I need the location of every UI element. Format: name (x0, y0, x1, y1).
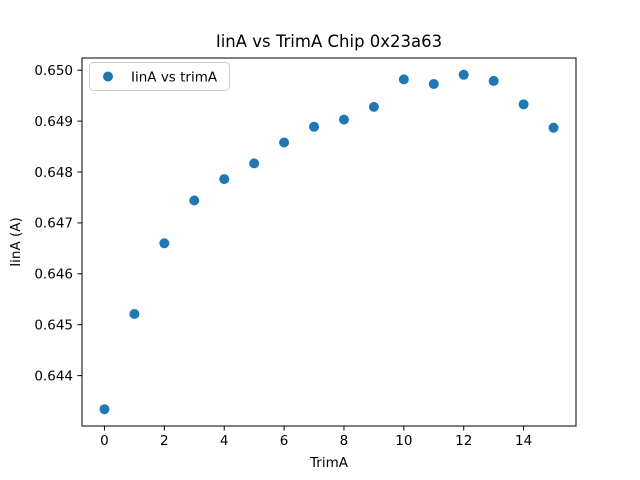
data-point (338, 114, 349, 125)
data-point (309, 121, 320, 132)
data-point (189, 195, 200, 206)
y-tick-label: 0.647 (34, 216, 73, 232)
x-axis-ticks: 0 2 4 6 8 10 12 14 (100, 426, 532, 449)
data-point (159, 238, 170, 249)
axes-frame (81, 57, 577, 427)
x-tick-label: 2 (160, 433, 169, 449)
x-tick-label: 0 (100, 433, 109, 449)
data-point (398, 74, 409, 85)
data-point (488, 75, 499, 86)
legend-marker-icon (103, 71, 113, 82)
data-point (518, 99, 529, 110)
data-point (458, 69, 469, 80)
data-point (548, 122, 559, 133)
y-axis-ticks: 0.644 0.645 0.646 0.647 0.648 0.649 0.650 (34, 63, 82, 384)
x-tick-label: 4 (220, 433, 229, 449)
legend-label: IinA vs trimA (131, 70, 218, 86)
y-tick-label: 0.645 (34, 318, 73, 334)
x-tick-label: 14 (515, 433, 532, 449)
y-axis-label: IinA (A) (8, 217, 24, 267)
x-tick-label: 12 (455, 433, 472, 449)
data-point (99, 404, 110, 415)
x-tick-label: 6 (280, 433, 289, 449)
chart-title: IinA vs TrimA Chip 0x23a63 (216, 32, 442, 51)
y-tick-label: 0.646 (34, 267, 73, 283)
data-point (219, 174, 230, 185)
legend: IinA vs trimA (89, 62, 230, 91)
data-point (129, 309, 140, 320)
y-tick-label: 0.648 (34, 165, 73, 181)
y-tick-label: 0.644 (34, 368, 73, 384)
y-tick-label: 0.649 (34, 114, 73, 130)
data-points (99, 69, 559, 415)
data-point (249, 158, 260, 169)
x-axis-label: TrimA (309, 455, 349, 471)
data-point (428, 78, 439, 89)
legend-frame (89, 62, 230, 91)
data-point (368, 101, 379, 112)
x-tick-label: 8 (340, 433, 349, 449)
x-tick-label: 10 (395, 433, 412, 449)
data-point (279, 137, 290, 148)
y-tick-label: 0.650 (34, 63, 73, 79)
